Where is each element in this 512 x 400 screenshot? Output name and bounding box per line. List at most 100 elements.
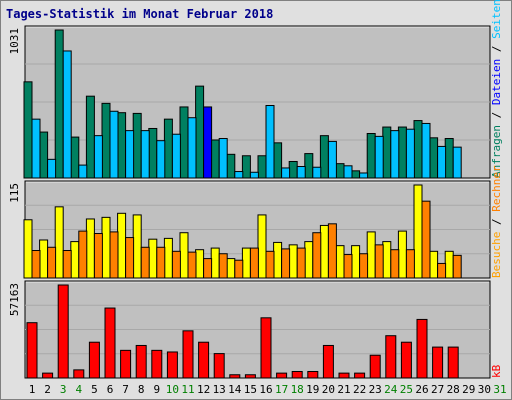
bar-seiten-day-14 (226, 258, 236, 279)
bar-anfragen-day-5 (85, 95, 95, 179)
bar-besuche-day-28 (452, 254, 462, 279)
bar-kb-day-8 (135, 344, 147, 379)
day-label-24: 24 (384, 383, 398, 396)
bar-dateien-day-14 (234, 171, 244, 179)
bar-kb-day-28 (447, 346, 459, 379)
bar-besuche-day-2 (47, 246, 57, 279)
day-label-5: 5 (91, 383, 98, 396)
bar-kb-day-5 (88, 341, 100, 379)
bar-kb-day-7 (120, 349, 132, 379)
day-label-4: 4 (75, 383, 82, 396)
bar-dateien-day-11 (187, 117, 197, 179)
bar-anfragen-day-16 (257, 155, 267, 179)
bar-seiten-day-25 (397, 230, 407, 279)
bar-dateien-day-16 (265, 105, 275, 179)
day-label-25: 25 (400, 383, 413, 396)
day-label-10: 10 (166, 383, 179, 396)
bar-seiten-day-5 (85, 218, 95, 279)
bar-besuche-day-18 (296, 247, 306, 279)
bar-anfragen-day-26 (413, 120, 423, 179)
bar-dateien-day-1 (31, 118, 41, 179)
bar-kb-day-4 (73, 369, 85, 379)
bar-anfragen-day-18 (288, 160, 298, 179)
bar-kb-day-13 (213, 353, 225, 379)
bar-dateien-day-4 (78, 164, 88, 179)
bar-anfragen-day-24 (382, 126, 392, 179)
panel-seiten_besuche-max-label: 115 (8, 183, 21, 203)
bar-dateien-day-18 (296, 166, 306, 179)
bar-kb-day-19 (307, 370, 319, 379)
bar-besuche-day-26 (421, 200, 431, 279)
bar-kb-day-23 (369, 354, 381, 379)
bar-dateien-day-2 (47, 158, 57, 179)
day-label-15: 15 (244, 383, 257, 396)
bar-anfragen-day-11 (179, 106, 189, 179)
bar-kb-day-25 (400, 341, 412, 379)
bar-seiten-day-10 (163, 237, 173, 279)
bar-dateien-day-7 (125, 130, 135, 179)
day-label-22: 22 (353, 383, 366, 396)
day-label-11: 11 (181, 383, 194, 396)
bar-besuche-day-12 (203, 258, 213, 279)
day-label-7: 7 (122, 383, 129, 396)
bar-seiten-day-7 (117, 212, 127, 279)
bar-dateien-day-3 (62, 50, 72, 179)
bar-anfragen-day-3 (54, 29, 64, 179)
bar-besuche-day-21 (343, 254, 353, 279)
bar-besuche-day-6 (109, 231, 119, 279)
bar-besuche-day-14 (234, 259, 244, 279)
day-label-20: 20 (322, 383, 335, 396)
bar-seiten-day-12 (195, 249, 205, 279)
bar-dateien-day-15 (249, 171, 259, 179)
bar-besuche-day-27 (437, 262, 447, 279)
day-label-26: 26 (415, 383, 428, 396)
bar-kb-day-9 (151, 349, 163, 379)
panel-anfragen_dateien-legend: Anfragen / Dateien / Seiten (490, 0, 503, 178)
bar-kb-day-26 (416, 318, 428, 379)
panel-kb-max-label: 57163 (8, 283, 21, 316)
bar-besuche-day-4 (78, 230, 88, 279)
bar-dateien-day-19 (312, 166, 322, 179)
bar-seiten-day-8 (132, 214, 142, 279)
day-label-18: 18 (291, 383, 304, 396)
day-label-17: 17 (275, 383, 288, 396)
bar-seiten-day-2 (39, 239, 49, 279)
bar-kb-day-11 (182, 330, 194, 379)
bar-seiten-day-23 (366, 231, 376, 279)
bar-besuche-day-8 (140, 246, 150, 279)
bar-besuche-day-1 (31, 250, 41, 279)
bar-seiten-day-16 (257, 214, 267, 279)
legend-label: kB (490, 364, 503, 378)
bar-kb-day-10 (166, 351, 178, 379)
bar-besuche-day-11 (187, 251, 197, 279)
bar-dateien-day-24 (390, 130, 400, 179)
bar-seiten-day-13 (210, 247, 220, 279)
day-label-23: 23 (369, 383, 382, 396)
bar-anfragen-day-19 (304, 153, 314, 179)
bar-besuche-day-5 (93, 233, 103, 279)
legend-label: / (490, 39, 503, 59)
bar-kb-day-21 (338, 372, 350, 379)
bar-besuche-day-7 (125, 237, 135, 279)
bar-dateien-day-12 (203, 106, 213, 179)
bar-kb-day-22 (354, 372, 366, 379)
bar-anfragen-day-9 (148, 127, 158, 179)
bar-kb-day-1 (26, 322, 38, 379)
bar-dateien-day-13 (218, 138, 228, 179)
legend-label: / (490, 105, 503, 125)
bar-kb-day-3 (57, 284, 69, 379)
bar-besuche-day-25 (405, 249, 415, 279)
legend-label: Dateien (490, 59, 503, 105)
bar-besuche-day-9 (156, 246, 166, 279)
day-label-14: 14 (228, 383, 242, 396)
bar-kb-day-20 (322, 344, 334, 379)
bar-dateien-day-25 (405, 128, 415, 179)
day-label-21: 21 (337, 383, 350, 396)
bar-besuche-day-3 (62, 250, 72, 279)
bar-seiten-day-26 (413, 184, 423, 279)
legend-label: Besuche (490, 232, 503, 278)
bar-besuche-day-10 (171, 250, 181, 279)
bar-dateien-day-26 (421, 122, 431, 179)
bar-seiten-day-3 (54, 206, 64, 279)
